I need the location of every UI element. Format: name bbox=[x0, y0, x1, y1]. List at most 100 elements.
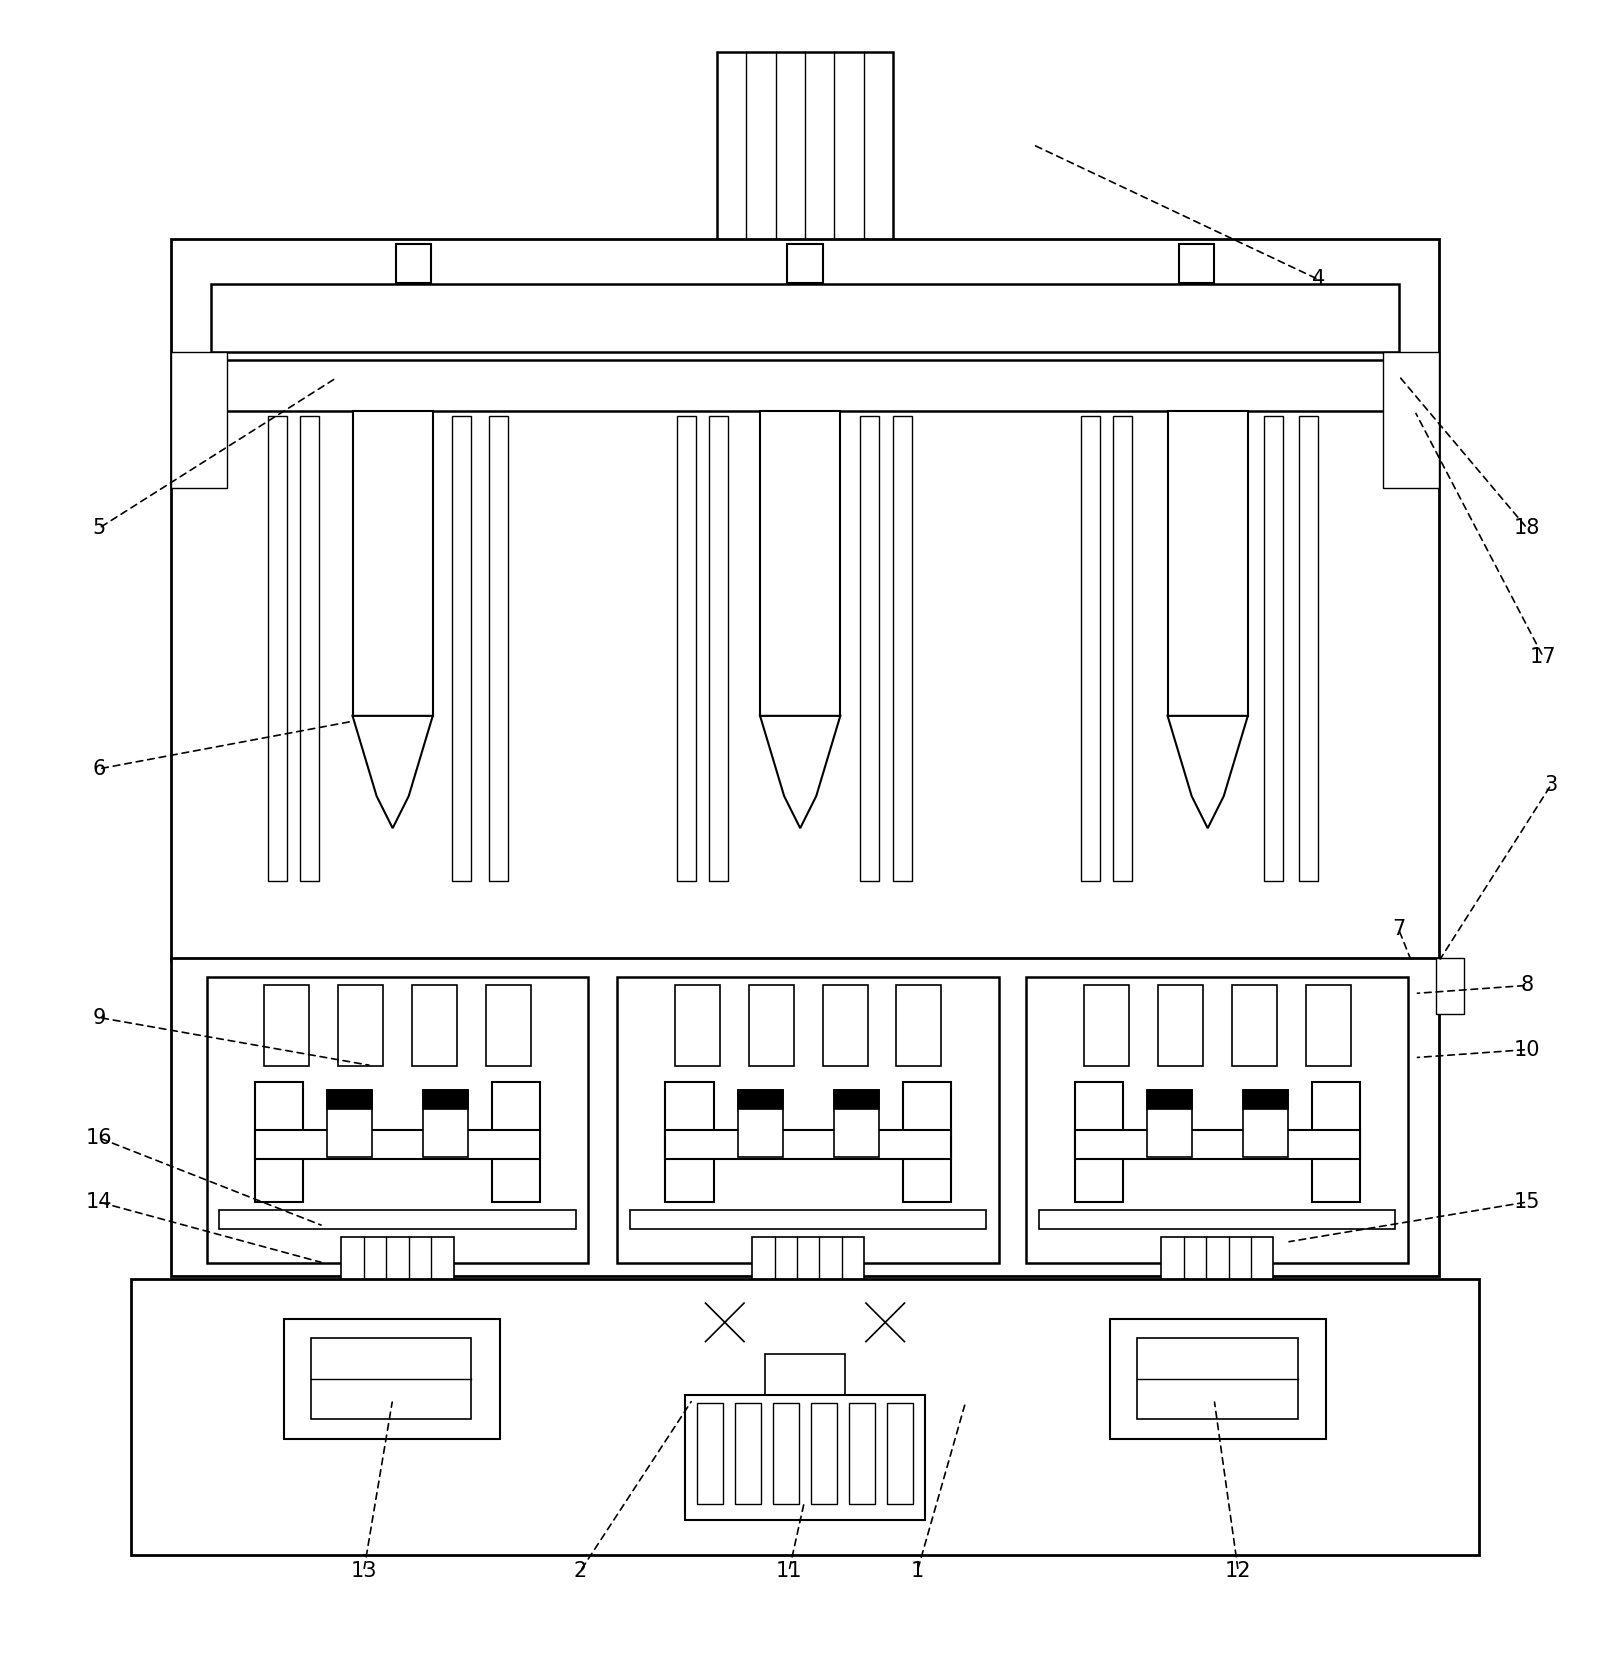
Bar bbox=[1383, 352, 1439, 488]
Text: 2: 2 bbox=[573, 1561, 588, 1581]
Bar bbox=[211, 285, 1399, 352]
Bar bbox=[1299, 416, 1319, 881]
Bar bbox=[254, 1130, 541, 1158]
Bar bbox=[1158, 985, 1203, 1066]
Bar bbox=[338, 985, 383, 1066]
Text: 18: 18 bbox=[1513, 518, 1541, 538]
Bar bbox=[716, 52, 894, 242]
Text: 12: 12 bbox=[1225, 1561, 1251, 1581]
Text: 14: 14 bbox=[85, 1191, 113, 1213]
Bar bbox=[423, 1090, 469, 1158]
Text: 4: 4 bbox=[1312, 270, 1325, 290]
Bar bbox=[665, 1081, 713, 1203]
Bar bbox=[617, 978, 1000, 1263]
Bar bbox=[327, 1090, 372, 1110]
Bar bbox=[353, 412, 433, 716]
Bar bbox=[206, 978, 588, 1263]
Bar bbox=[171, 958, 1439, 1276]
Bar bbox=[737, 1090, 782, 1158]
Bar bbox=[887, 1403, 913, 1504]
Polygon shape bbox=[1167, 716, 1248, 828]
Bar bbox=[486, 985, 531, 1066]
Text: 3: 3 bbox=[1544, 775, 1558, 795]
Bar bbox=[327, 1090, 372, 1158]
Bar bbox=[1109, 1319, 1327, 1439]
Bar bbox=[1084, 985, 1129, 1066]
Text: 15: 15 bbox=[1513, 1191, 1541, 1213]
Text: 11: 11 bbox=[776, 1561, 802, 1581]
Bar bbox=[283, 1319, 501, 1439]
Bar bbox=[1027, 978, 1409, 1263]
Bar bbox=[171, 352, 227, 488]
Text: 5: 5 bbox=[92, 518, 106, 538]
Bar bbox=[1074, 1130, 1360, 1158]
Bar bbox=[1146, 1090, 1191, 1158]
Bar bbox=[1113, 416, 1132, 881]
Bar bbox=[894, 416, 913, 881]
Polygon shape bbox=[353, 716, 433, 828]
Text: 16: 16 bbox=[85, 1128, 113, 1148]
Text: 8: 8 bbox=[1520, 975, 1534, 995]
Bar bbox=[749, 985, 794, 1066]
Bar bbox=[1264, 416, 1283, 881]
Bar bbox=[423, 1090, 469, 1110]
Bar bbox=[264, 985, 309, 1066]
Bar bbox=[1167, 412, 1248, 716]
Bar bbox=[708, 416, 728, 881]
Text: 7: 7 bbox=[1393, 920, 1406, 940]
Bar bbox=[834, 1090, 879, 1158]
Bar bbox=[171, 240, 1439, 961]
Bar bbox=[1312, 1081, 1360, 1203]
Bar bbox=[311, 1338, 472, 1419]
Bar bbox=[211, 360, 1399, 412]
Bar bbox=[897, 985, 942, 1066]
Bar bbox=[1038, 1210, 1396, 1230]
Bar bbox=[903, 1081, 952, 1203]
Bar bbox=[1074, 1081, 1122, 1203]
Bar bbox=[341, 1238, 454, 1318]
Bar bbox=[765, 1354, 845, 1394]
Bar bbox=[1080, 416, 1100, 881]
Bar bbox=[412, 985, 457, 1066]
Text: 13: 13 bbox=[351, 1561, 377, 1581]
Text: 17: 17 bbox=[1530, 646, 1557, 666]
Bar bbox=[1306, 985, 1351, 1066]
Bar bbox=[1243, 1090, 1288, 1158]
Bar bbox=[737, 1090, 782, 1110]
Text: 9: 9 bbox=[92, 1008, 106, 1028]
Bar bbox=[1232, 985, 1277, 1066]
Bar bbox=[676, 416, 696, 881]
Bar bbox=[675, 985, 720, 1066]
Bar bbox=[630, 1210, 987, 1230]
Polygon shape bbox=[760, 716, 840, 828]
Bar bbox=[1137, 1338, 1298, 1419]
Bar bbox=[665, 1130, 952, 1158]
Bar bbox=[396, 245, 431, 283]
Bar bbox=[773, 1403, 799, 1504]
Bar bbox=[752, 1238, 865, 1318]
Bar bbox=[219, 1210, 575, 1230]
Text: 6: 6 bbox=[92, 758, 106, 778]
Bar bbox=[1179, 245, 1214, 283]
Bar bbox=[860, 416, 879, 881]
Bar bbox=[787, 245, 823, 283]
Bar bbox=[834, 1090, 879, 1110]
Bar bbox=[1146, 1090, 1191, 1110]
Bar bbox=[254, 1081, 303, 1203]
Bar bbox=[823, 985, 868, 1066]
Bar bbox=[267, 416, 287, 881]
Bar bbox=[452, 416, 472, 881]
Bar bbox=[811, 1403, 837, 1504]
Bar bbox=[130, 1279, 1480, 1554]
Bar bbox=[736, 1403, 762, 1504]
Bar bbox=[697, 1403, 723, 1504]
Bar bbox=[1161, 1238, 1274, 1318]
Text: 10: 10 bbox=[1513, 1040, 1541, 1060]
Bar bbox=[1243, 1090, 1288, 1110]
Bar bbox=[760, 412, 840, 716]
Bar bbox=[684, 1394, 926, 1519]
Text: 1: 1 bbox=[911, 1561, 924, 1581]
Bar bbox=[299, 416, 319, 881]
Bar bbox=[489, 416, 509, 881]
Bar bbox=[848, 1403, 874, 1504]
